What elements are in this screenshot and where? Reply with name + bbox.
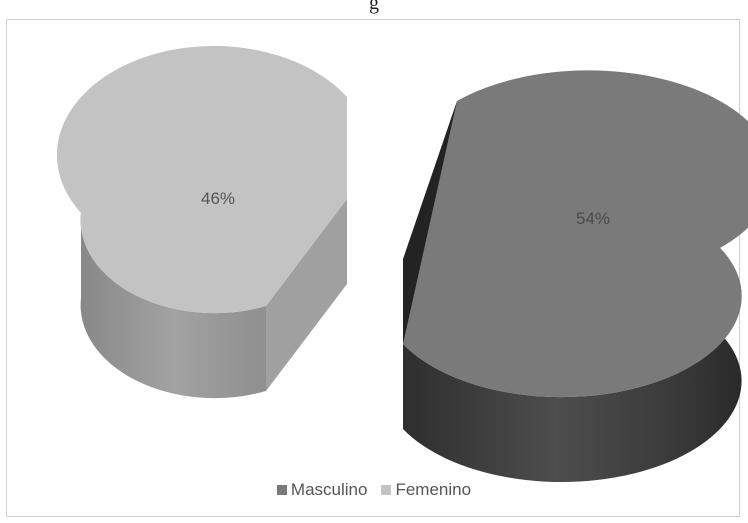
slice-femenino-cut-face	[266, 199, 347, 391]
legend-item-masculino[interactable]: Masculino	[276, 480, 368, 500]
slice-femenino-wedge	[56, 46, 347, 314]
slice-masculino[interactable]: 54%	[403, 70, 748, 483]
slice-masculino-wedge	[403, 70, 748, 398]
slice-femenino[interactable]: 46%	[56, 46, 347, 399]
chart-legend: Masculino Femenino	[0, 480, 748, 500]
legend-label-femenino: Femenino	[395, 480, 472, 499]
slice-label-masculino: 54%	[576, 209, 610, 228]
legend-item-femenino[interactable]: Femenino	[381, 480, 471, 500]
page-title-fragment: g	[369, 0, 379, 14]
slice-label-femenino: 46%	[201, 189, 235, 208]
legend-swatch-masculino	[276, 485, 287, 495]
legend-label-masculino: Masculino	[290, 480, 368, 499]
slice-masculino-side	[403, 248, 742, 483]
slice-femenino-side	[80, 213, 266, 399]
legend-swatch-femenino	[381, 485, 392, 495]
